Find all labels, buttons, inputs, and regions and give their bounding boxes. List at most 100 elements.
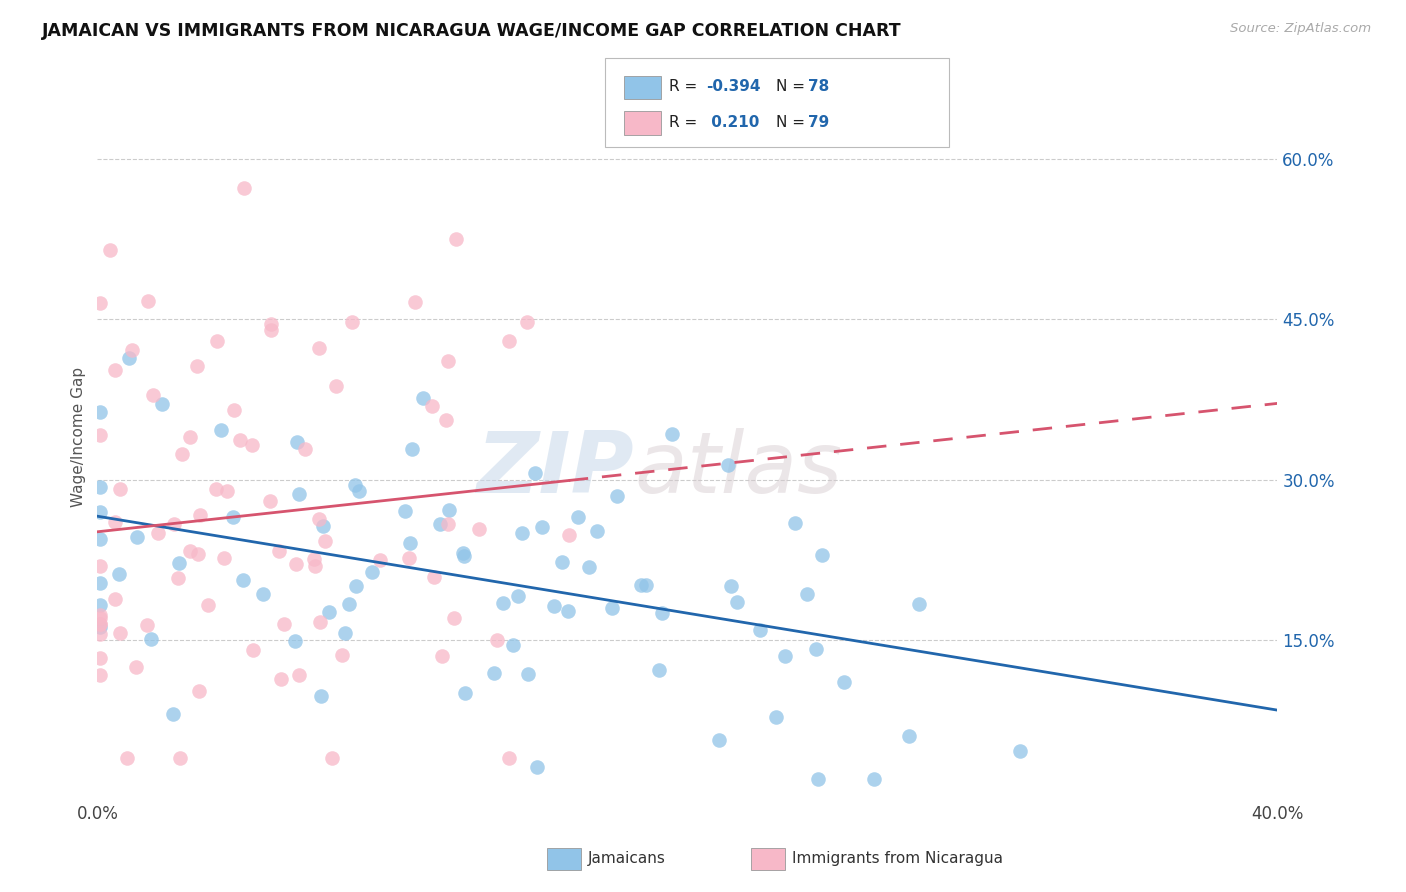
Point xyxy=(482,666,505,681)
Point xyxy=(215,484,238,499)
Point xyxy=(98,243,121,257)
Point xyxy=(517,667,540,681)
Point xyxy=(127,530,149,544)
Point xyxy=(169,751,191,765)
Point xyxy=(578,560,600,574)
Point xyxy=(436,516,458,531)
Text: atlas: atlas xyxy=(634,428,842,511)
Point xyxy=(531,520,554,534)
Point xyxy=(222,402,245,417)
Text: 0.210: 0.210 xyxy=(706,115,759,129)
Text: R =: R = xyxy=(669,115,703,129)
Point xyxy=(187,547,209,561)
Point xyxy=(89,505,111,519)
Text: N =: N = xyxy=(776,115,810,129)
Point xyxy=(648,664,671,678)
Point xyxy=(651,606,673,620)
Point xyxy=(498,751,520,765)
Point xyxy=(342,315,364,329)
Point xyxy=(510,525,533,540)
Point xyxy=(150,397,173,411)
Point xyxy=(526,760,548,774)
Point xyxy=(89,559,111,574)
Point xyxy=(89,611,111,625)
Point xyxy=(166,571,188,585)
Point xyxy=(197,598,219,612)
Point xyxy=(285,557,308,571)
Point xyxy=(404,295,426,310)
Text: R =: R = xyxy=(669,79,703,94)
Point xyxy=(89,616,111,631)
Point xyxy=(269,544,291,558)
Point xyxy=(115,751,138,765)
Text: -0.394: -0.394 xyxy=(706,79,761,94)
Point xyxy=(179,430,201,444)
Point xyxy=(107,566,129,581)
Point xyxy=(242,643,264,657)
Point xyxy=(337,598,360,612)
Point xyxy=(600,601,623,615)
Point xyxy=(284,634,307,648)
Point xyxy=(444,232,467,246)
Y-axis label: Wage/Income Gap: Wage/Income Gap xyxy=(72,367,86,507)
Point xyxy=(325,379,347,393)
Point xyxy=(347,484,370,499)
Point xyxy=(318,605,340,619)
Point xyxy=(586,524,609,538)
Point xyxy=(294,442,316,457)
Point xyxy=(897,729,920,743)
Point xyxy=(434,413,457,427)
Point xyxy=(89,296,111,310)
Text: Jamaicans: Jamaicans xyxy=(588,852,665,866)
Point xyxy=(717,458,740,472)
Point xyxy=(179,544,201,558)
Point xyxy=(551,555,574,569)
Point xyxy=(162,706,184,721)
Point xyxy=(163,517,186,532)
Point xyxy=(146,526,169,541)
Point xyxy=(89,480,111,494)
Point xyxy=(436,354,458,368)
Point xyxy=(810,548,832,562)
Point xyxy=(343,478,366,492)
Point xyxy=(89,620,111,634)
Point xyxy=(259,494,281,508)
Point xyxy=(558,528,581,542)
Point xyxy=(205,334,228,348)
Point xyxy=(437,503,460,517)
Point xyxy=(498,334,520,348)
Text: 79: 79 xyxy=(808,115,830,129)
Point xyxy=(288,487,311,501)
Point xyxy=(89,428,111,442)
Point xyxy=(661,427,683,442)
Point xyxy=(285,435,308,450)
Point xyxy=(309,690,332,704)
Point xyxy=(749,623,772,637)
Point xyxy=(321,751,343,765)
Point xyxy=(308,512,330,526)
Point xyxy=(170,448,193,462)
Point xyxy=(186,359,208,374)
Point xyxy=(765,710,787,724)
Point xyxy=(273,616,295,631)
Point xyxy=(330,648,353,662)
Point xyxy=(135,618,157,632)
Point xyxy=(453,549,475,564)
Point xyxy=(557,604,579,618)
Point xyxy=(523,466,546,480)
Point xyxy=(344,579,367,593)
Point xyxy=(333,626,356,640)
Point xyxy=(205,482,228,496)
Point xyxy=(720,579,742,593)
Point xyxy=(108,625,131,640)
Point xyxy=(104,591,127,606)
Point xyxy=(142,387,165,401)
Point xyxy=(804,642,827,657)
Point xyxy=(454,686,477,700)
Point xyxy=(606,489,628,503)
Point xyxy=(110,483,132,497)
Point xyxy=(240,437,263,451)
Point xyxy=(832,674,855,689)
Point xyxy=(121,343,143,357)
Point xyxy=(796,587,818,601)
